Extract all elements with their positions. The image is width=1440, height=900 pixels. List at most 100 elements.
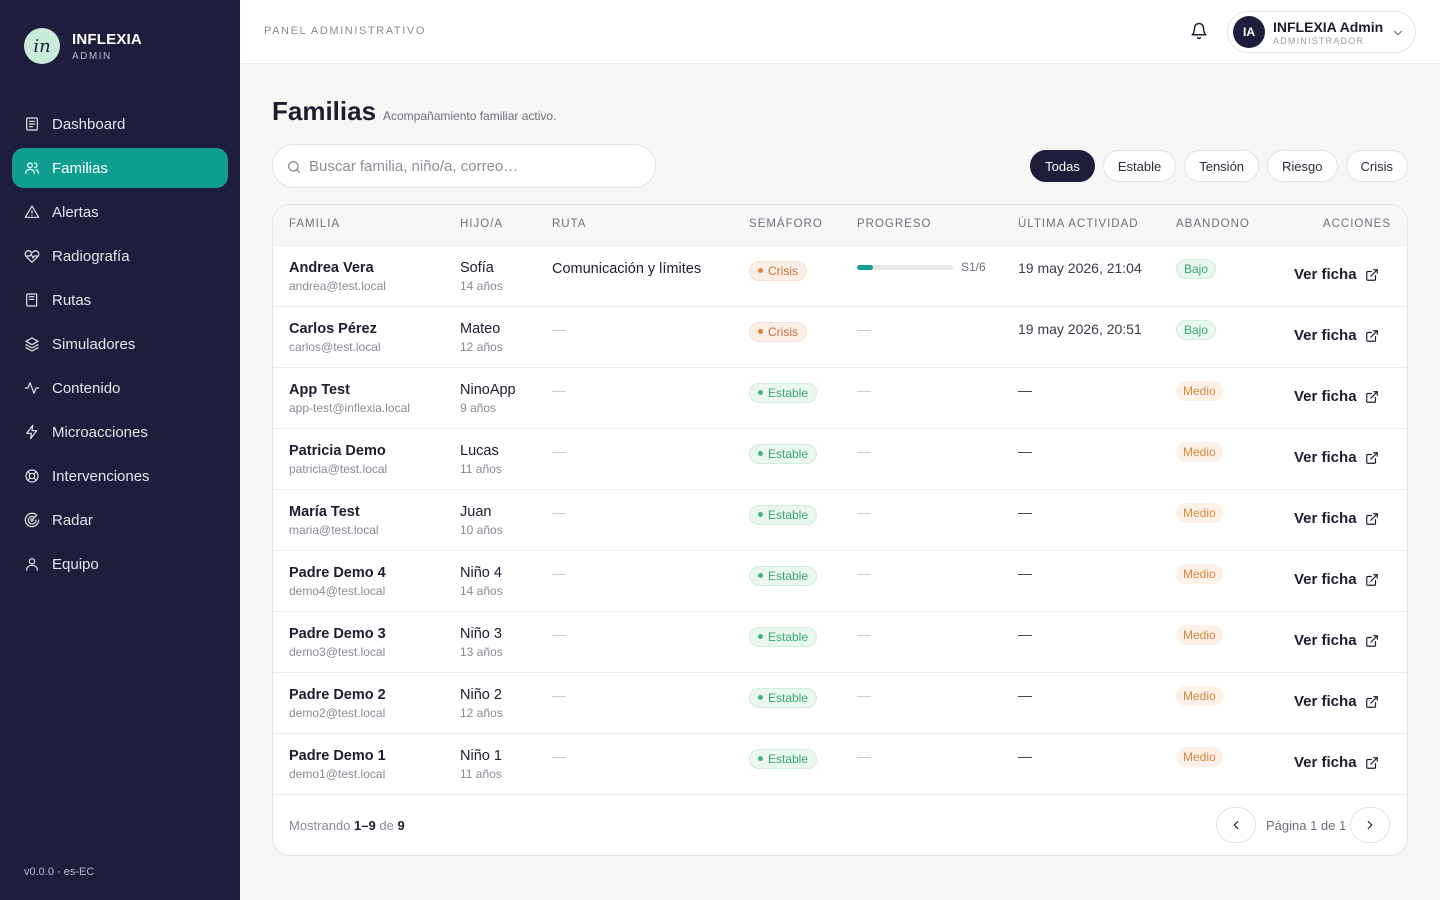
table-row[interactable]: María Test maria@test.local Juan 10 años — Es… <box>273 489 1407 550</box>
view-record-link[interactable]: Ver ficha <box>1294 510 1379 527</box>
view-record-button[interactable]: Ver ficha <box>1294 571 1379 588</box>
status-dot <box>758 512 763 517</box>
external-link-icon <box>1365 573 1378 586</box>
view-record-button[interactable]: Ver ficha <box>1294 632 1379 649</box>
avatar: IA <box>1233 16 1265 48</box>
table-row[interactable]: Padre Demo 2 demo2@test.local Niño 2 12 año… <box>273 672 1407 733</box>
table-row[interactable]: Carlos Pérez carlos@test.local Mateo 12 año… <box>273 306 1407 367</box>
filter-chip-tension[interactable]: Tensión <box>1184 150 1260 182</box>
user-name: INFLEXIA Admin <box>1273 18 1384 35</box>
sidebar-item-radar[interactable]: Radar <box>12 500 228 540</box>
table-row[interactable]: Padre Demo 4 demo4@test.local Niño 4 14 año… <box>273 550 1407 611</box>
view-record-link[interactable]: Ver ficha <box>1294 449 1379 466</box>
column-header: FAMILIA <box>289 218 341 230</box>
child-name: Lucas <box>460 443 499 459</box>
route-empty: — <box>552 321 566 337</box>
view-record-button[interactable]: Ver ficha <box>1294 388 1379 405</box>
table-row[interactable]: App Test app-test@inflexia.local NinoApp 9 … <box>273 367 1407 428</box>
sidebar-item-label: Dashboard <box>52 115 126 133</box>
prev-page-button[interactable] <box>1216 807 1256 843</box>
child-name: NinoApp <box>460 382 516 398</box>
view-record-link[interactable]: Ver ficha <box>1294 388 1379 405</box>
status-label: Estable <box>768 385 809 400</box>
progress-empty: — <box>857 626 871 642</box>
view-record-button[interactable]: Ver ficha <box>1294 266 1379 283</box>
child-cell: Niño 3 13 años <box>460 626 503 659</box>
sidebar-item-rutas[interactable]: Rutas <box>12 280 228 320</box>
progress-empty: — <box>857 748 871 764</box>
filter-chip-estable[interactable]: Estable <box>1102 150 1177 182</box>
view-record-button[interactable]: Ver ficha <box>1294 693 1379 710</box>
search-input[interactable] <box>309 145 639 187</box>
sidebar-item-dashboard[interactable]: Dashboard <box>12 104 228 144</box>
next-page-button[interactable] <box>1350 807 1390 843</box>
sidebar-item-alertas[interactable]: Alertas <box>12 192 228 232</box>
page-title: Familias <box>272 96 377 126</box>
sidebar-item-microacciones[interactable]: Microacciones <box>12 412 228 452</box>
view-record-link[interactable]: Ver ficha <box>1294 632 1379 649</box>
table-row[interactable]: Patricia Demo patricia@test.local Lucas 11 … <box>273 428 1407 489</box>
external-link-icon <box>1365 451 1378 464</box>
table-row[interactable]: Padre Demo 3 demo3@test.local Niño 3 13 año… <box>273 611 1407 672</box>
view-record-label: Ver ficha <box>1294 510 1357 527</box>
status-label: Estable <box>768 568 809 583</box>
status-dot <box>758 390 763 395</box>
sidebar-item-familias[interactable]: Familias <box>12 148 228 188</box>
child-age: 9 años <box>460 401 497 415</box>
table-header: FAMILIA HIJO/A RUTA SEMÁFORO PROGRESO ÚLTIMA … <box>273 205 1407 245</box>
family-name: María Test <box>289 504 360 520</box>
sidebar-item-contenido[interactable]: Contenido <box>12 368 228 408</box>
sidebar-item-equipo[interactable]: Equipo <box>12 544 228 584</box>
bell-icon[interactable] <box>1190 22 1208 40</box>
child-cell: Juan 10 años <box>460 504 503 537</box>
search-box <box>272 144 656 188</box>
status-cell: Estable <box>749 504 818 525</box>
view-record-label: Ver ficha <box>1294 693 1357 710</box>
users-icon <box>24 160 40 176</box>
sidebar: in INFLEXIA ADMIN Dashboard Familias Alert… <box>0 0 240 900</box>
child-age: 11 años <box>460 462 502 476</box>
sidebar-item-label: Radiografía <box>52 247 130 265</box>
sidebar-item-radiografia[interactable]: Radiografía <box>12 236 228 276</box>
family-name: Padre Demo 2 <box>289 687 386 703</box>
filter-chip-todas[interactable]: Todas <box>1030 150 1095 182</box>
child-name: Niño 4 <box>460 565 502 581</box>
sidebar-item-intervenciones[interactable]: Intervenciones <box>12 456 228 496</box>
view-record-link[interactable]: Ver ficha <box>1294 754 1379 771</box>
view-record-button[interactable]: Ver ficha <box>1294 510 1379 527</box>
progress-fill <box>857 264 874 270</box>
status-badge: Estable <box>749 565 818 586</box>
table-row[interactable]: Padre Demo 1 demo1@test.local Niño 1 11 año… <box>273 733 1407 794</box>
view-record-label: Ver ficha <box>1294 571 1357 588</box>
child-age: 14 años <box>460 279 503 293</box>
status-badge: Estable <box>749 748 818 769</box>
child-age: 12 años <box>460 706 503 720</box>
sidebar-item-label: Alertas <box>52 203 99 221</box>
filter-chip-crisis[interactable]: Crisis <box>1345 150 1408 182</box>
progress-cell: — <box>857 748 871 766</box>
column-header: ACCIONES <box>1322 218 1391 230</box>
status-cell: Estable <box>749 565 818 586</box>
family-email: carlos@test.local <box>289 340 381 354</box>
view-record-link[interactable]: Ver ficha <box>1294 327 1379 344</box>
external-link-icon <box>1365 390 1378 403</box>
sidebar-item-simuladores[interactable]: Simuladores <box>12 324 228 364</box>
view-record-button[interactable]: Ver ficha <box>1294 754 1379 771</box>
view-record-link[interactable]: Ver ficha <box>1294 693 1379 710</box>
risk-cell: Medio <box>1176 381 1223 401</box>
column-header: ÚLTIMA ACTIVIDAD <box>1018 218 1139 230</box>
view-record-link[interactable]: Ver ficha <box>1294 266 1379 283</box>
brand[interactable]: in INFLEXIA ADMIN <box>24 28 142 64</box>
child-cell: Mateo 12 años <box>460 321 503 354</box>
view-record-button[interactable]: Ver ficha <box>1294 449 1379 466</box>
user-menu-button[interactable]: IA INFLEXIA Admin ADMINISTRADOR <box>1227 11 1416 53</box>
filter-chip-riesgo[interactable]: Riesgo <box>1267 150 1338 182</box>
risk-cell: Medio <box>1176 747 1223 767</box>
version-label: v0.0.0 · es-EC <box>24 866 95 878</box>
table-row[interactable]: Andrea Vera andrea@test.local Sofía 14 años… <box>273 245 1407 306</box>
view-record-button[interactable]: Ver ficha <box>1294 327 1379 344</box>
view-record-link[interactable]: Ver ficha <box>1294 571 1379 588</box>
column-header: PROGRESO <box>857 218 932 230</box>
child-age: 12 años <box>460 340 503 354</box>
sidebar-item-label: Rutas <box>52 291 92 309</box>
